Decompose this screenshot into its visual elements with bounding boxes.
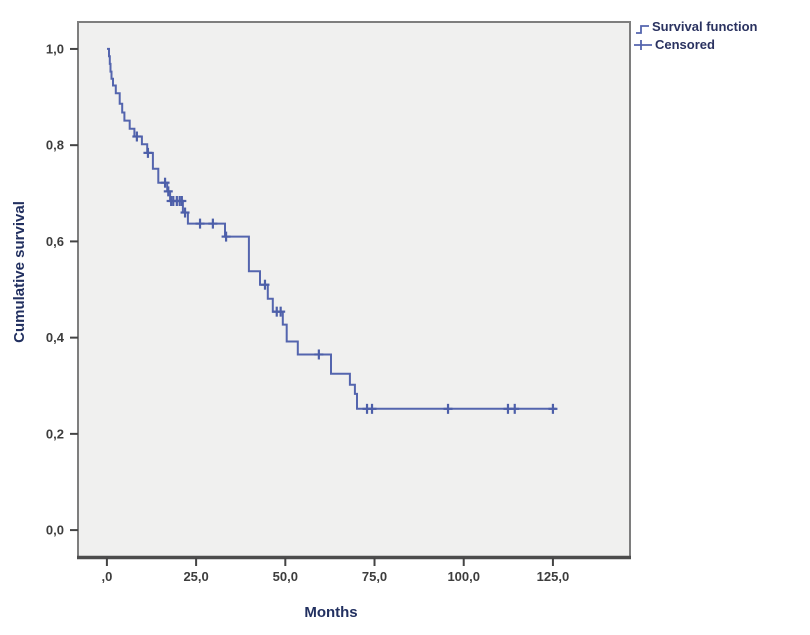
censor-plus-mark — [160, 177, 170, 188]
censor-plus-mark — [132, 131, 142, 142]
y-axis-ticks: 0,0 0,2 0,4 0,6 0,8 1,0 — [46, 41, 78, 538]
censor-plus-mark — [177, 195, 187, 206]
censor-plus-mark — [548, 403, 558, 414]
censor-plus-mark — [367, 403, 377, 414]
x-tick-label: 75,0 — [362, 569, 387, 584]
legend-label-survival-function: Survival function — [652, 19, 758, 34]
x-tick-label: ,0 — [101, 569, 112, 584]
censor-plus-mark — [143, 147, 153, 158]
censored-marks — [132, 131, 558, 414]
censor-plus-mark — [276, 306, 286, 317]
censor-plus-mark — [443, 403, 453, 414]
y-axis-title: Cumulative survival — [11, 201, 28, 343]
censor-plus-mark — [314, 349, 324, 360]
x-tick-label: 50,0 — [273, 569, 298, 584]
y-tick-label: 0,2 — [46, 426, 64, 441]
y-tick-label: 1,0 — [46, 41, 64, 56]
censor-plus-mark — [260, 279, 270, 290]
y-tick-label: 0,6 — [46, 234, 64, 249]
y-tick-label: 0,4 — [46, 330, 65, 345]
censor-plus-mark — [221, 231, 231, 242]
x-axis-title: Months — [304, 604, 357, 621]
x-axis-ticks: ,0 25,0 50,0 75,0 100,0 125,0 — [101, 558, 569, 584]
censor-plus-mark — [180, 207, 190, 218]
censor-plus-mark — [195, 218, 205, 229]
survival-function-step-icon — [636, 25, 649, 34]
censor-plus-mark — [510, 403, 520, 414]
y-tick-label: 0,0 — [46, 523, 64, 538]
legend: Survival function Censored — [634, 19, 758, 52]
censored-plus-icon — [634, 40, 652, 50]
x-tick-label: 125,0 — [537, 569, 570, 584]
x-tick-label: 100,0 — [447, 569, 480, 584]
censor-plus-mark — [208, 218, 218, 229]
y-tick-label: 0,8 — [46, 138, 64, 153]
plot-area — [77, 21, 631, 559]
legend-label-censored: Censored — [655, 37, 715, 52]
censor-plus-mark — [163, 186, 173, 197]
x-tick-label: 25,0 — [183, 569, 208, 584]
